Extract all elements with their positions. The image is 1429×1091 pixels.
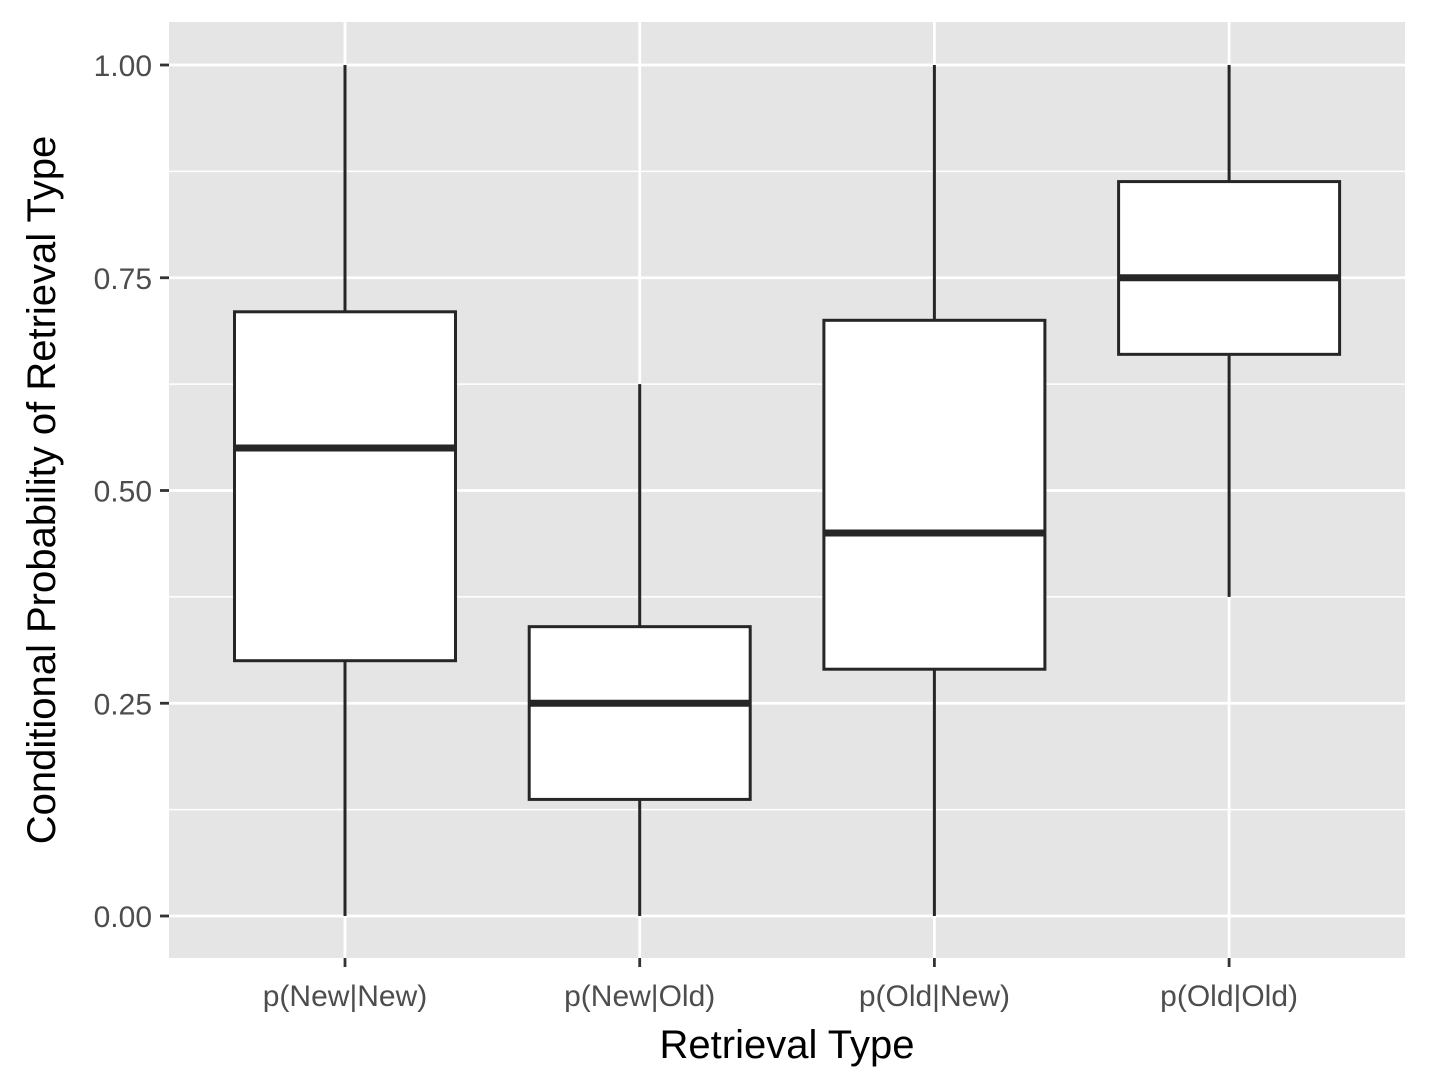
box-3 [822, 65, 1047, 916]
x-axis: p(New|New) p(New|Old) p(Old|New) p(Old|Old) [263, 958, 1298, 1013]
box-1 [233, 65, 457, 916]
x-axis-title: Retrieval Type [660, 1023, 915, 1067]
box-2 [527, 384, 752, 916]
y-axis: 0.00 0.25 0.50 0.75 1.00 [94, 50, 169, 934]
y-tick-label: 0.25 [94, 688, 152, 721]
x-tick-label: p(Old|Old) [1160, 980, 1298, 1013]
box-iqr [233, 310, 457, 663]
y-axis-title: Conditional Probability of Retrieval Typ… [20, 136, 64, 845]
box-iqr [822, 318, 1047, 671]
x-tick-label: p(Old|New) [859, 980, 1010, 1013]
y-tick-label: 0.00 [94, 901, 152, 934]
x-tick-label: p(New|New) [263, 980, 428, 1013]
y-tick-label: 1.00 [94, 50, 152, 83]
box-series [233, 65, 1342, 916]
x-tick-label: p(New|Old) [564, 980, 715, 1013]
box-iqr [1117, 180, 1342, 356]
box-4 [1117, 65, 1342, 597]
y-tick-label: 0.50 [94, 476, 152, 509]
box-iqr [527, 625, 752, 801]
y-tick-label: 0.75 [94, 263, 152, 296]
